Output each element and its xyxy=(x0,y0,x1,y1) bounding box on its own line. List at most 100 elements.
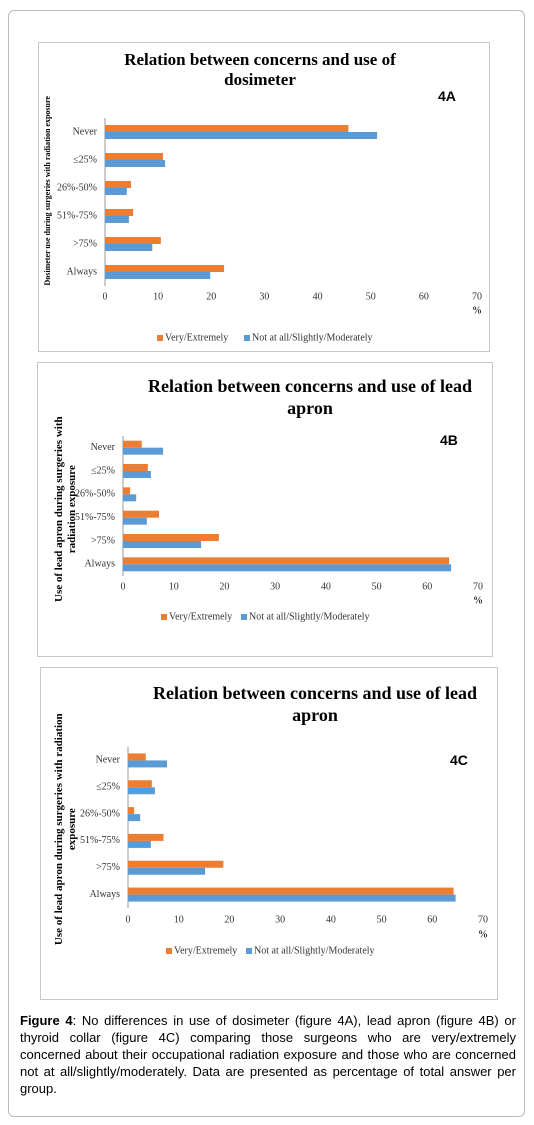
legend-label: Not at all/Slightly/Moderately xyxy=(252,332,373,343)
legend-label: Very/Extremely xyxy=(174,945,237,956)
y-tick-label: ≤25% xyxy=(91,465,115,476)
bar xyxy=(105,244,153,251)
y-tick-label: 26%-50% xyxy=(80,808,120,819)
bar xyxy=(105,153,163,160)
y-tick-label: Never xyxy=(73,126,98,137)
x-tick-label: 50 xyxy=(377,914,387,925)
y-tick-label: >75% xyxy=(91,535,115,546)
bar xyxy=(123,517,147,525)
y-tick-label: ≤25% xyxy=(96,782,120,793)
bar xyxy=(128,840,151,848)
x-tick-label: 10 xyxy=(174,914,184,925)
bar xyxy=(123,487,131,495)
bar xyxy=(128,894,456,902)
x-tick-label: 40 xyxy=(313,291,323,302)
bar xyxy=(123,494,137,502)
x-tick-label: 70 xyxy=(473,581,483,592)
legend-swatch xyxy=(246,948,252,954)
bar xyxy=(128,780,152,788)
chart-panel xyxy=(40,667,498,1000)
bar xyxy=(123,564,452,572)
figure-frame xyxy=(8,10,525,1117)
y-tick-label: Never xyxy=(96,755,121,766)
chart-title: Relation between concerns and use of lea… xyxy=(153,683,477,725)
x-tick-label: 30 xyxy=(270,581,280,592)
y-tick-label: >75% xyxy=(96,862,120,873)
x-tick-label: 10 xyxy=(169,581,179,592)
y-tick-label: ≤25% xyxy=(73,154,97,165)
bar xyxy=(123,447,164,455)
bar xyxy=(105,216,129,223)
bar xyxy=(123,440,142,448)
x-axis-label: % xyxy=(473,595,483,606)
legend-swatch xyxy=(166,948,172,954)
bar xyxy=(128,867,206,875)
chart-panel xyxy=(37,362,493,657)
legend-swatch xyxy=(161,614,167,620)
x-tick-label: 60 xyxy=(422,581,432,592)
chart-title: Relation between concerns and use of lea… xyxy=(148,376,472,418)
legend-swatch xyxy=(157,335,163,341)
x-tick-label: 30 xyxy=(259,291,269,302)
charts: 0 10 20 30 40 50 60 70% Never ≤25% 26%-50% 51%-75% >… xyxy=(57,118,488,956)
bar xyxy=(123,541,202,548)
x-tick-label: 40 xyxy=(321,581,331,592)
x-tick-label: 40 xyxy=(326,914,336,925)
y-tick-label: Always xyxy=(84,559,115,570)
y-tick-label: 51%-75% xyxy=(80,835,120,846)
bar xyxy=(105,237,161,244)
x-tick-label: 70 xyxy=(472,291,482,302)
bar xyxy=(128,787,155,795)
caption: Figure 4: No differences in use of dosim… xyxy=(20,1012,516,1097)
legend-label: Not at all/Slightly/Moderately xyxy=(249,611,370,622)
bar xyxy=(105,265,225,272)
bar xyxy=(128,760,168,768)
bar xyxy=(105,181,132,188)
chart-panel xyxy=(38,42,490,352)
chart-annotation: 4B xyxy=(440,432,458,448)
bar xyxy=(105,272,211,279)
x-tick-label: 30 xyxy=(275,914,285,925)
x-axis-label: % xyxy=(478,929,488,940)
x-axis-label: % xyxy=(472,305,482,316)
legend-label: Not at all/Slightly/Moderately xyxy=(254,945,375,956)
legend-swatch xyxy=(244,335,250,341)
bar xyxy=(123,557,450,565)
x-tick-label: 50 xyxy=(372,581,382,592)
bar xyxy=(128,887,454,895)
x-tick-label: 0 xyxy=(126,914,131,925)
x-tick-label: 20 xyxy=(224,914,234,925)
bar xyxy=(105,125,349,132)
bar xyxy=(128,814,141,822)
bar xyxy=(123,464,148,471)
chart-annotation: 4A xyxy=(438,88,456,104)
x-tick-label: 10 xyxy=(153,291,163,302)
x-tick-label: 20 xyxy=(206,291,216,302)
caption-text: : No differences in use of dosimeter (fi… xyxy=(20,1013,516,1096)
caption-label: Figure 4 xyxy=(20,1013,73,1028)
y-tick-label: >75% xyxy=(73,238,97,249)
bar xyxy=(123,534,219,541)
bar xyxy=(128,807,135,815)
bar xyxy=(105,132,378,139)
bar xyxy=(128,753,146,761)
y-tick-label: Always xyxy=(89,889,120,900)
legend-label: Very/Extremely xyxy=(165,332,228,343)
x-tick-label: 0 xyxy=(121,581,126,592)
x-tick-label: 20 xyxy=(219,581,229,592)
bar xyxy=(128,833,164,841)
chart-annotation: 4C xyxy=(450,752,468,768)
x-tick-label: 0 xyxy=(103,291,108,302)
y-tick-label: Never xyxy=(91,442,116,453)
legend-label: Very/Extremely xyxy=(169,611,232,622)
bar xyxy=(105,160,166,167)
x-tick-label: 60 xyxy=(427,914,437,925)
bar xyxy=(105,188,127,195)
y-tick-label: 51%-75% xyxy=(75,512,115,523)
y-tick-label: Always xyxy=(66,266,97,277)
chart-title: Relation between concerns and use of dos… xyxy=(124,50,396,90)
x-tick-label: 60 xyxy=(419,291,429,302)
y-tick-label: 26%-50% xyxy=(75,489,115,500)
x-tick-label: 70 xyxy=(478,914,488,925)
